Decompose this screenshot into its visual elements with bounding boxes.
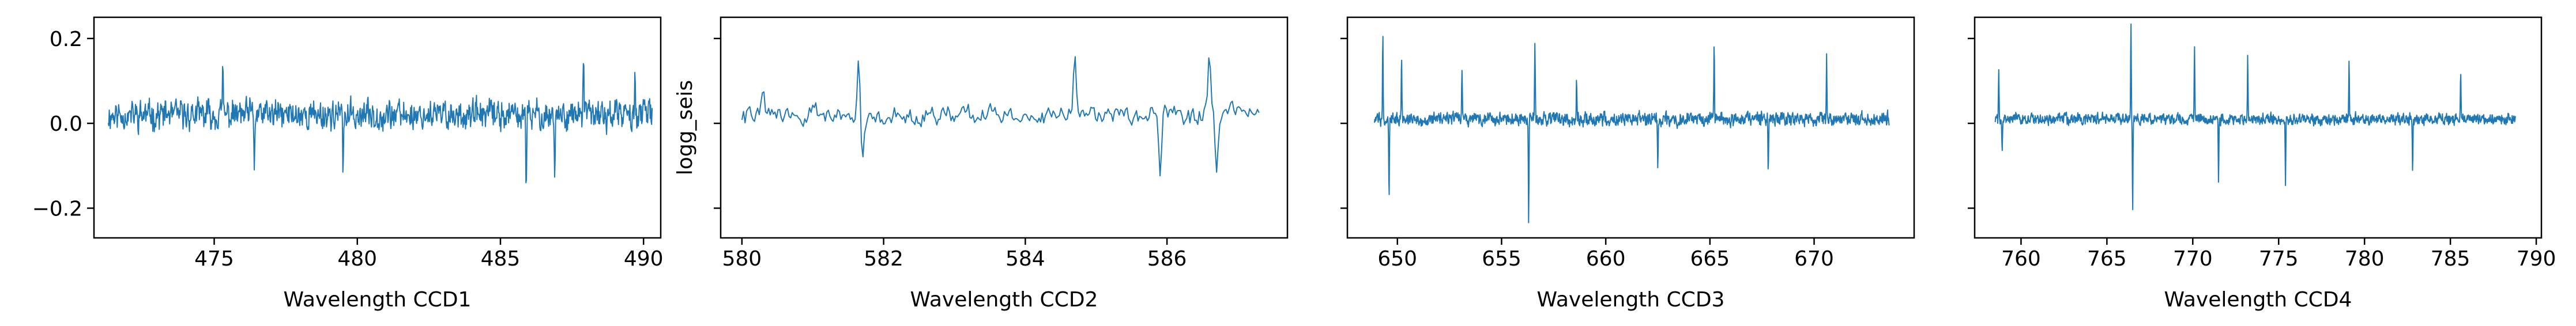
x-tick-label: 586 [1147, 247, 1187, 271]
spectrum-line-4 [1994, 23, 2517, 210]
axes-frame-4 [1974, 16, 2543, 239]
x-tick-label: 775 [2259, 247, 2299, 271]
x-tick-label: 650 [1377, 247, 1417, 271]
x-axis-label-ccd3: Wavelength CCD3 [1537, 288, 1725, 312]
panel-ccd4: 760 765 770 775 780 785 790 Wavelength CCD4 [1968, 16, 2556, 312]
y-tick-label: 0.2 [50, 28, 82, 51]
x-tick-label: 785 [2431, 247, 2470, 271]
x-tick-label: 670 [1794, 247, 1834, 271]
spectrum-line-2 [741, 56, 1260, 177]
x-tick-label: 584 [1005, 247, 1045, 271]
x-tick-label: 660 [1586, 247, 1626, 271]
x-tick-label: 490 [624, 247, 664, 271]
x-tick-label: 780 [2345, 247, 2385, 271]
x-axis-label-ccd1: Wavelength CCD1 [284, 288, 472, 312]
panel-ccd2: logg_seis 580 582 584 586 Wavelength CCD2 [673, 16, 1289, 312]
x-tick-label: 582 [864, 247, 903, 271]
x-tick-label: 760 [2001, 247, 2041, 271]
y-axis-label-logg-seis: logg_seis [673, 80, 697, 175]
x-tick-label: 485 [481, 247, 521, 271]
x-tick-label: 770 [2173, 247, 2213, 271]
y-tick-label: −0.2 [32, 197, 82, 221]
axes-frame-2 [720, 16, 1289, 239]
x-tick-label: 765 [2087, 247, 2127, 271]
spectrum-line-3 [1374, 36, 1890, 223]
spectrum-line-1 [107, 63, 653, 184]
x-tick-label: 480 [337, 247, 377, 271]
x-tick-label: 475 [194, 247, 234, 271]
y-tick-label: 0.0 [50, 112, 82, 136]
panel-ccd3: 650 655 660 665 670 Wavelength CCD3 [1340, 16, 1915, 312]
x-tick-label: 580 [722, 247, 762, 271]
x-axis-label-ccd4: Wavelength CCD4 [2164, 288, 2352, 312]
x-tick-label: 655 [1482, 247, 1522, 271]
panel-ccd1: 475 480 485 490 −0.2 0.0 0.2 Wavelength CCD1 [32, 16, 664, 312]
x-tick-label: 790 [2517, 247, 2556, 271]
axes-frame-1 [93, 16, 662, 239]
axes-frame-3 [1346, 16, 1915, 239]
x-tick-label: 665 [1690, 247, 1730, 271]
x-axis-label-ccd2: Wavelength CCD2 [910, 288, 1098, 312]
